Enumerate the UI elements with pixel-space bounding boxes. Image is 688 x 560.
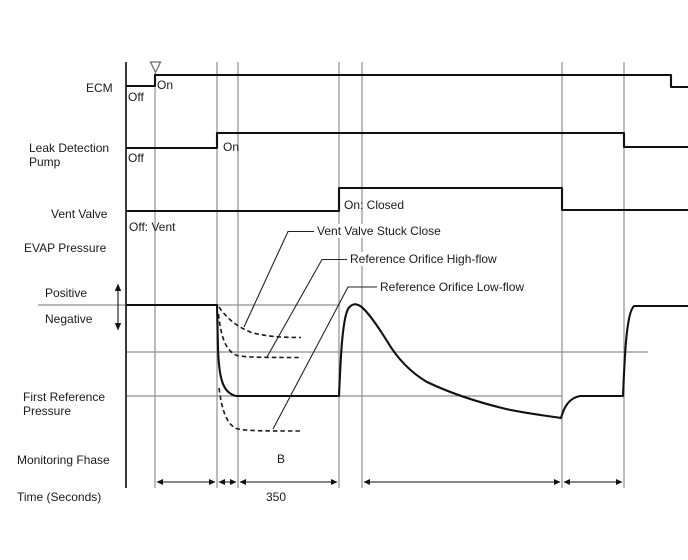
stuck-close-callout: Vent Valve Stuck Close [315,224,443,238]
negative-label: Negative [45,312,93,326]
vent-valve-stuck-close-curve [218,306,302,339]
high-flow-leader [266,258,347,358]
pressure-reference-lines [38,304,648,397]
low-flow-leader [272,286,377,430]
monitoring-phase-value: B [277,452,286,466]
time-dimension-arrows [156,479,623,485]
vent-valve-signal-trace [126,186,688,213]
pump-off-state: Off [128,151,144,165]
reference-orifice-low-flow-curve [218,387,303,432]
vent-on-state: On: Closed [344,198,405,212]
ecm-row-label: ECM [86,81,113,95]
pump-row-label-line2: Pump [29,155,61,169]
vertical-gridlines [154,62,625,488]
ecm-off-state: Off [128,90,144,104]
pump-row-label-line1: Leak Detection [29,141,110,155]
dashed-reference-curves [217,306,303,432]
time-axis-label: Time (Seconds) [17,490,102,504]
trigger-triangle-icon [149,61,162,75]
duration-value: 350 [266,490,287,504]
reference-orifice-high-flow-curve [217,313,303,359]
monitoring-phase-row-label: Monitoring Fhase [17,453,110,467]
ecm-on-state: On [157,78,174,92]
first-reference-label-line1: First Reference [23,390,106,404]
evap-pressure-row-label: EVAP Pressure [24,241,107,255]
first-reference-label-line2: Pressure [23,404,72,418]
callout-leader-lines [243,230,377,430]
stuck-close-leader [243,230,314,328]
high-flow-callout: Reference Orifice High-flow [348,252,499,266]
low-flow-callout: Reference Orifice Low-flow [378,280,527,294]
pump-signal-trace [126,131,688,150]
positive-negative-arrow [114,283,122,331]
vent-valve-row-label: Vent Valve [51,207,108,221]
evap-pressure-curve [126,303,688,420]
ecm-signal-trace [126,73,688,89]
positive-label: Positive [45,286,88,300]
vent-off-state: Off: Vent [129,220,176,234]
pump-on-state: On [223,140,240,154]
